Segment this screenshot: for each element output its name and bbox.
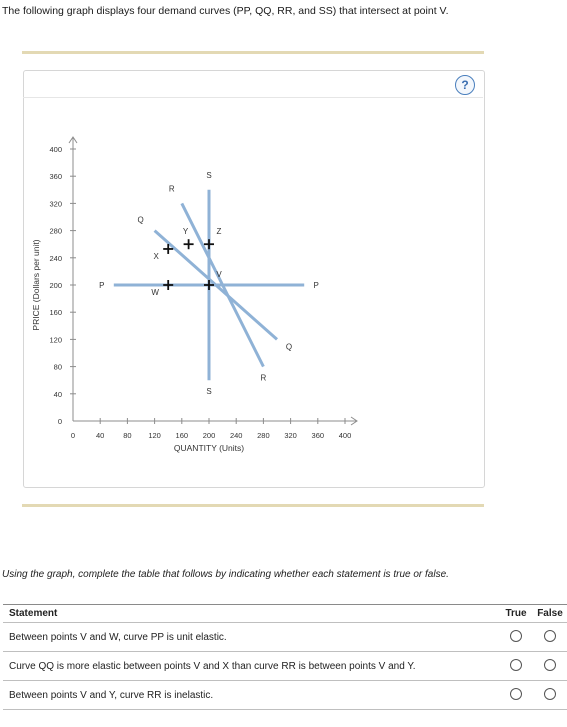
x-tick-label: 240 bbox=[230, 431, 243, 440]
point-label: V bbox=[216, 270, 222, 279]
x-tick-label: 40 bbox=[96, 431, 104, 440]
statement-row-3: Between points V and Y, curve RR is inel… bbox=[3, 680, 567, 710]
statement-table: Statement True False Between points V an… bbox=[3, 604, 567, 710]
curve-end-label: R bbox=[261, 374, 267, 383]
intro-text: The following graph displays four demand… bbox=[2, 5, 449, 17]
x-tick-label: 200 bbox=[203, 431, 216, 440]
true-radio-3[interactable] bbox=[510, 687, 522, 700]
statement-header: Statement bbox=[3, 604, 499, 623]
curve-end-label: P bbox=[99, 281, 104, 290]
y-tick-label: 0 bbox=[58, 417, 62, 426]
x-axis-arrow-icon bbox=[350, 416, 358, 426]
false-radio-1[interactable] bbox=[544, 629, 556, 642]
curve-end-label: Q bbox=[137, 216, 143, 225]
statement-row-2: Curve QQ is more elastic between points … bbox=[3, 651, 567, 681]
x-tick-label: 400 bbox=[339, 431, 352, 440]
statement-text: Between points V and W, curve PP is unit… bbox=[3, 622, 499, 652]
true-header: True bbox=[499, 604, 533, 623]
false-header: False bbox=[533, 604, 567, 623]
x-tick-label: 80 bbox=[123, 431, 131, 440]
graph-panel bbox=[23, 70, 485, 488]
curve-end-label: S bbox=[206, 171, 211, 180]
y-tick-label: 120 bbox=[49, 335, 62, 344]
y-tick-label: 280 bbox=[49, 227, 62, 236]
help-button[interactable]: ? bbox=[455, 75, 475, 95]
x-tick-label: 160 bbox=[176, 431, 189, 440]
top-divider bbox=[22, 51, 484, 54]
curve-rr bbox=[180, 202, 265, 368]
y-tick-label: 360 bbox=[49, 172, 62, 181]
curve-qq bbox=[153, 229, 278, 341]
y-tick-label: 40 bbox=[54, 390, 62, 399]
point-label: X bbox=[154, 252, 160, 261]
x-tick-label: 320 bbox=[284, 431, 297, 440]
x-axis-label: QUANTITY (Units) bbox=[174, 443, 244, 453]
statement-row-1: Between points V and W, curve PP is unit… bbox=[3, 622, 567, 652]
curve-end-label: R bbox=[169, 184, 175, 193]
bottom-divider bbox=[22, 504, 484, 507]
false-radio-2[interactable] bbox=[544, 658, 556, 671]
demand-graph: 0 40 80 120 160 200 240 280 320 360 400 0 40 80 120 160… bbox=[31, 136, 358, 453]
y-tick-label: 320 bbox=[49, 199, 62, 208]
curve-end-label: P bbox=[314, 281, 319, 290]
x-tick-label: 360 bbox=[312, 431, 325, 440]
instruction-text: Using the graph, complete the table that… bbox=[2, 569, 449, 580]
true-radio-2[interactable] bbox=[510, 658, 522, 671]
x-tick-label: 120 bbox=[148, 431, 161, 440]
y-tick-label: 200 bbox=[49, 281, 62, 290]
y-tick-label: 160 bbox=[49, 308, 62, 317]
statement-text: Curve QQ is more elastic between points … bbox=[3, 651, 499, 681]
curve-end-label: Q bbox=[286, 342, 292, 351]
y-tick-label: 80 bbox=[54, 363, 62, 372]
curve-end-label: S bbox=[206, 387, 211, 396]
y-tick-label: 400 bbox=[49, 145, 62, 154]
y-axis-label: PRICE (Dollars per unit) bbox=[31, 239, 41, 330]
point-label: W bbox=[151, 288, 159, 297]
y-tick-label: 240 bbox=[49, 254, 62, 263]
false-radio-3[interactable] bbox=[544, 687, 556, 700]
true-radio-1[interactable] bbox=[510, 629, 522, 642]
point-label: Z bbox=[217, 227, 222, 236]
x-tick-label: 0 bbox=[71, 431, 75, 440]
x-tick-label: 280 bbox=[257, 431, 270, 440]
y-axis-arrow-icon bbox=[68, 136, 78, 144]
point-label: Y bbox=[183, 227, 189, 236]
statement-text: Between points V and Y, curve RR is inel… bbox=[3, 680, 499, 710]
help-separator bbox=[23, 97, 483, 98]
